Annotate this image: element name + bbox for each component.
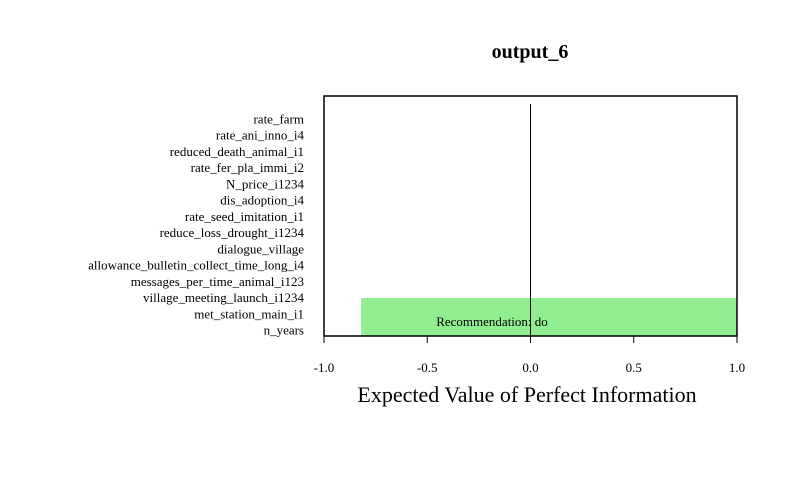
- category-label: dialogue_village: [217, 241, 304, 256]
- x-tick-label: 1.0: [729, 360, 745, 375]
- category-label: messages_per_time_animal_i123: [131, 274, 304, 289]
- chart-title: output_6: [492, 41, 569, 63]
- category-label: reduce_loss_drought_i1234: [160, 225, 305, 240]
- x-tick-label: 0.5: [626, 360, 642, 375]
- category-label: rate_ani_inno_i4: [216, 128, 305, 143]
- x-axis: -1.0 -0.5 0.0 0.5 1.0: [314, 335, 745, 375]
- category-label: met_station_main_i1: [194, 306, 304, 321]
- category-label: rate_farm: [253, 112, 304, 127]
- x-axis-label: Expected Value of Perfect Information: [357, 382, 696, 407]
- x-tick-label: 0.0: [522, 360, 538, 375]
- category-label: reduced_death_animal_i1: [170, 144, 304, 159]
- recommendation-label: Recommendation: do: [436, 314, 548, 329]
- category-label: allowance_bulletin_collect_time_long_i4: [88, 258, 304, 273]
- category-label: rate_seed_imitation_i1: [185, 209, 304, 224]
- category-label: dis_adoption_i4: [220, 193, 304, 208]
- x-tick-label: -0.5: [417, 360, 438, 375]
- x-tick-label: -1.0: [314, 360, 335, 375]
- category-labels: rate_farmrate_ani_inno_i4reduced_death_a…: [88, 112, 304, 338]
- category-label: N_price_i1234: [226, 176, 304, 191]
- category-label: village_meeting_launch_i1234: [143, 290, 305, 305]
- recommendation-band: [361, 298, 737, 336]
- category-label: n_years: [264, 322, 304, 337]
- category-label: rate_fer_pla_immi_i2: [191, 160, 304, 175]
